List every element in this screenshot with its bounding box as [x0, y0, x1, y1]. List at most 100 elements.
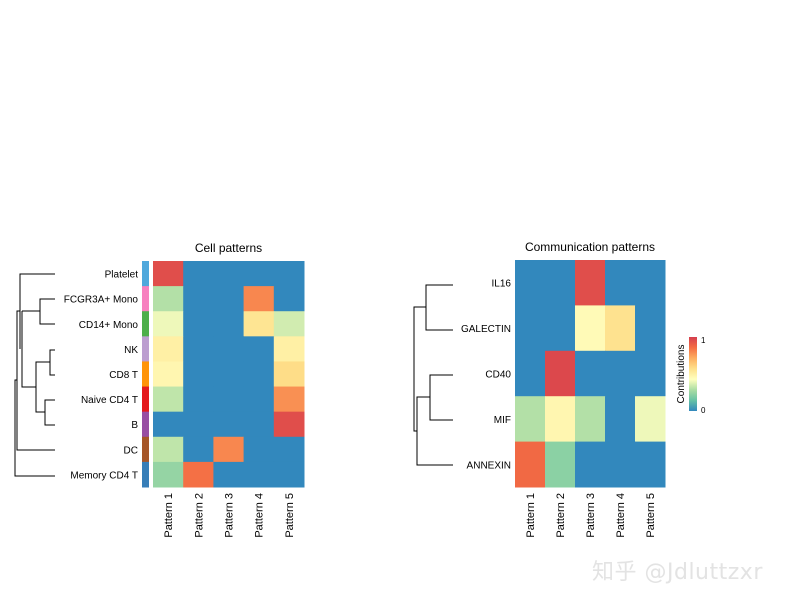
heatmap-cell [243, 336, 275, 362]
heatmap-cell [183, 436, 214, 463]
heatmap-cell [635, 260, 666, 306]
heatmap-cell [575, 441, 606, 488]
row-label: MIF [494, 415, 511, 426]
heatmap-cell [243, 386, 275, 413]
heatmap-cell [243, 311, 275, 337]
row-label: ANNEXIN [467, 460, 511, 471]
heatmap-cell [605, 396, 636, 443]
heatmap-cell [183, 361, 214, 388]
row-label: Naive CD4 T [81, 395, 138, 406]
heatmap-cell [635, 441, 666, 488]
column-label: Pattern 4 [254, 493, 266, 538]
heatmap-cell [273, 286, 305, 312]
heatmap-cell [605, 441, 636, 488]
heatmap-cell [515, 260, 546, 306]
row-label: Platelet [105, 270, 139, 281]
heatmap-cell [273, 336, 305, 362]
row-label: CD8 T [109, 370, 138, 381]
heatmap-cell [545, 350, 576, 397]
heatmap-cell [243, 261, 275, 287]
heatmap-cell [213, 461, 245, 488]
heatmap-cell [575, 305, 606, 352]
column-label: Pattern 1 [525, 493, 537, 538]
heatmap-cell [605, 305, 636, 352]
column-label: Pattern 2 [193, 493, 205, 538]
heatmap-cell [273, 386, 305, 413]
heatmap-title: Communication patterns [525, 240, 655, 254]
heatmap-cell [213, 386, 245, 413]
heatmap-cell [545, 396, 576, 443]
heatmap-cell [273, 361, 305, 388]
heatmap-cell [635, 350, 666, 397]
heatmap-cell [515, 441, 546, 488]
heatmap-cell [153, 361, 184, 388]
heatmap-cell [605, 260, 636, 306]
heatmap-cell [183, 461, 214, 488]
heatmap-cell [273, 436, 305, 463]
row-label: DC [124, 445, 138, 456]
column-label: Pattern 3 [224, 493, 236, 538]
heatmap-cell [635, 305, 666, 352]
heatmap-cell [153, 336, 184, 362]
cell-dendrogram [14, 273, 55, 477]
row-label: FCGR3A+ Mono [64, 295, 139, 306]
heatmap-cell [153, 286, 184, 312]
row-annotation-swatch [142, 286, 149, 312]
heatmap-cell [213, 361, 245, 388]
row-label: B [131, 420, 138, 431]
watermark: 知乎 @Jdluttzxr [592, 560, 763, 585]
heatmap-cell [183, 311, 214, 337]
heatmap-cell [213, 286, 245, 312]
heatmap-cell [213, 311, 245, 337]
heatmap-cell [153, 461, 184, 488]
heatmap-cell [153, 261, 184, 287]
row-annotation-swatch [142, 436, 149, 463]
column-label: Pattern 5 [284, 493, 296, 538]
heatmap-cell [183, 386, 214, 413]
heatmap-cell [183, 336, 214, 362]
heatmap-cell [273, 411, 305, 438]
heatmap-cell [515, 305, 546, 352]
row-annotation-swatch [142, 261, 149, 287]
heatmap-cell [243, 436, 275, 463]
heatmap-cell [273, 261, 305, 287]
heatmap-cell [183, 411, 214, 438]
row-label: IL16 [492, 279, 512, 290]
row-label: CD14+ Mono [79, 320, 139, 331]
row-label: NK [124, 345, 138, 356]
heatmap-cell [183, 286, 214, 312]
heatmap-cell [153, 436, 184, 463]
heatmap-title: Cell patterns [195, 241, 262, 255]
row-label: Memory CD4 T [70, 470, 138, 481]
heatmap-cell [575, 396, 606, 443]
column-label: Pattern 1 [163, 493, 175, 538]
row-annotation-swatch [142, 336, 149, 362]
heatmap-cell [153, 311, 184, 337]
heatmap-cell [545, 441, 576, 488]
heatmap-cell [183, 261, 214, 287]
column-label: Pattern 2 [555, 493, 567, 538]
column-label: Pattern 3 [585, 493, 597, 538]
row-annotation-swatch [142, 461, 149, 488]
legend-color-bar [689, 337, 697, 411]
heatmap-cell [545, 260, 576, 306]
column-label: Pattern 4 [615, 493, 627, 538]
heatmap-cell [635, 396, 666, 443]
heatmap-cell [153, 411, 184, 438]
communication-dendrogram [413, 284, 453, 466]
heatmap-cell [243, 411, 275, 438]
row-annotation-swatch [142, 386, 149, 413]
row-annotation-swatch [142, 361, 149, 388]
heatmap-cell [213, 261, 245, 287]
heatmap-cell [153, 386, 184, 413]
heatmap-cell [273, 311, 305, 337]
heatmap-cell [243, 286, 275, 312]
legend-title: Contributions [676, 345, 687, 404]
legend-max-label: 1 [701, 336, 706, 345]
heatmap-cell [213, 336, 245, 362]
column-label: Pattern 5 [645, 493, 657, 538]
heatmap-cell [213, 436, 245, 463]
heatmap-cell [243, 361, 275, 388]
heatmap-cell [575, 260, 606, 306]
